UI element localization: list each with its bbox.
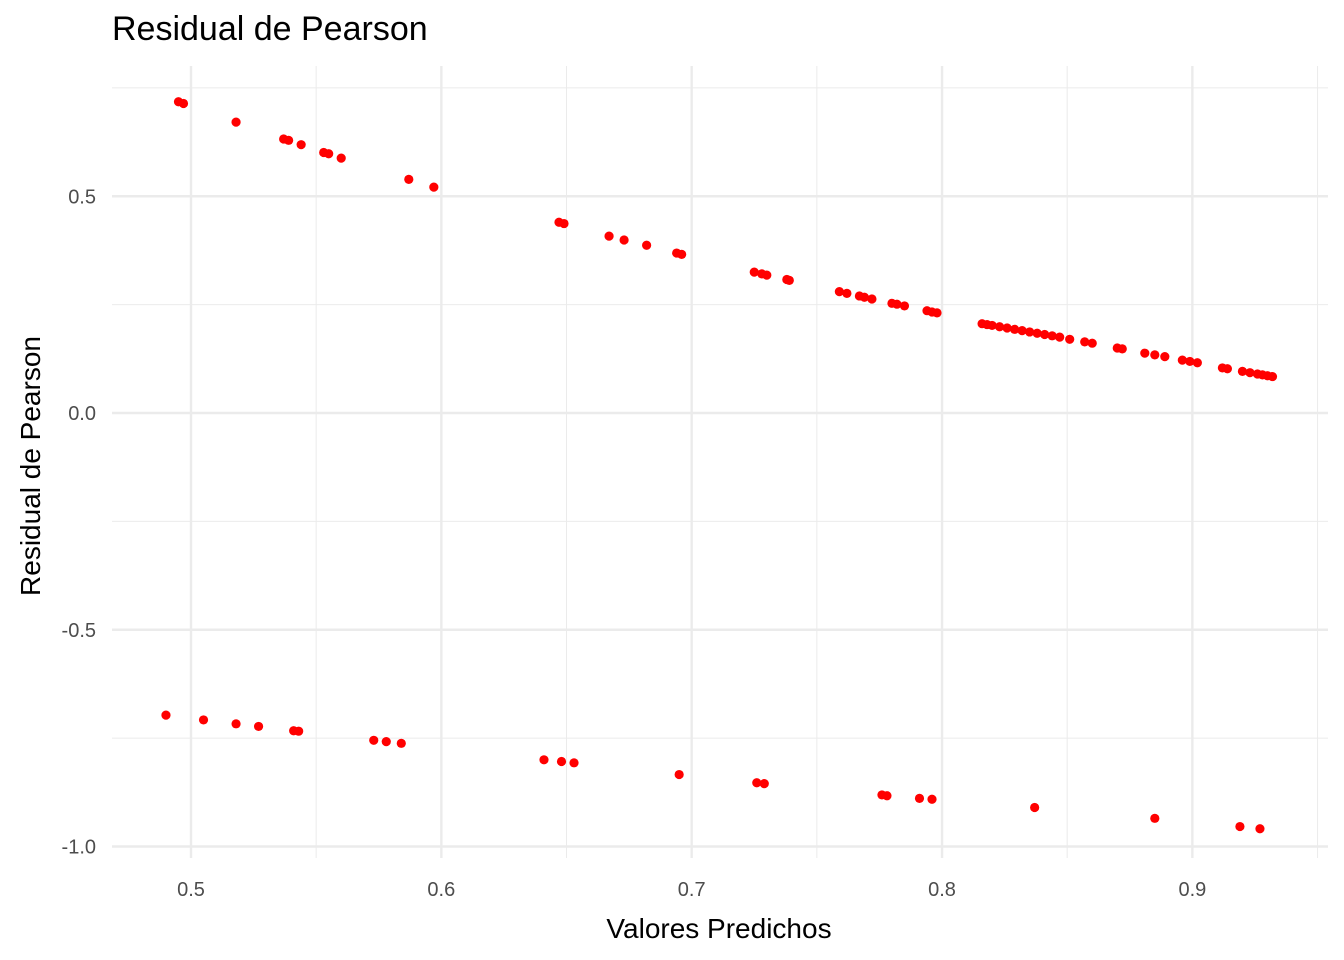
data-point — [834, 287, 844, 297]
data-point — [1192, 358, 1202, 368]
data-point — [994, 322, 1005, 332]
chart-title: Residual de Pearson — [112, 10, 428, 48]
data-point — [927, 794, 937, 804]
x-tick-label: 0.8 — [928, 879, 956, 901]
data-point — [1055, 332, 1065, 342]
data-point — [867, 294, 877, 304]
data-point — [642, 240, 652, 250]
data-point — [784, 275, 794, 285]
data-point — [1245, 368, 1255, 378]
data-point — [1235, 821, 1245, 832]
data-point — [178, 98, 189, 109]
data-point — [1237, 366, 1248, 376]
data-point — [1080, 337, 1090, 347]
data-point — [369, 735, 379, 745]
y-tick-label: 0.0 — [68, 403, 96, 425]
data-point — [296, 140, 306, 150]
data-point — [1017, 326, 1027, 336]
x-tick-label: 0.5 — [177, 879, 205, 901]
data-point — [899, 301, 910, 311]
data-point — [677, 249, 687, 259]
x-tick-label: 0.7 — [678, 879, 706, 901]
data-point — [336, 153, 346, 163]
data-point — [604, 231, 614, 241]
data-point — [1002, 323, 1012, 333]
data-point — [429, 182, 439, 192]
major-gridlines — [112, 66, 1328, 858]
data-point — [1032, 328, 1042, 338]
data-point — [932, 308, 942, 318]
data-point — [914, 793, 925, 803]
data-point — [1025, 327, 1035, 337]
data-point — [987, 320, 997, 331]
data-points — [161, 97, 1278, 834]
y-tick-label: -0.5 — [62, 620, 96, 642]
data-point — [1087, 338, 1097, 348]
data-point — [539, 755, 549, 765]
data-point — [569, 758, 579, 768]
data-point — [1065, 334, 1075, 344]
data-point — [324, 149, 334, 159]
data-point — [752, 778, 762, 788]
data-point — [842, 288, 852, 298]
data-point — [161, 710, 171, 720]
y-axis-label: Residual de Pearson — [15, 336, 46, 596]
data-point — [859, 292, 870, 302]
data-point — [404, 174, 414, 184]
data-point — [1185, 356, 1195, 367]
y-tick-labels: -1.0 -0.5 0.0 0.5 — [62, 186, 96, 858]
data-point — [231, 719, 241, 729]
data-point — [1150, 350, 1160, 360]
data-point — [1222, 364, 1233, 374]
data-point — [1010, 324, 1020, 334]
data-point — [1177, 355, 1187, 365]
data-point — [619, 235, 629, 245]
data-point — [253, 721, 264, 732]
x-tick-labels: 0.5 0.6 0.7 0.8 0.9 — [177, 879, 1206, 901]
data-point — [559, 218, 569, 229]
data-point — [396, 738, 406, 748]
data-point — [284, 135, 294, 145]
data-point — [882, 791, 892, 801]
data-point — [1030, 802, 1040, 813]
x-tick-label: 0.9 — [1178, 879, 1206, 901]
data-point — [1047, 331, 1057, 341]
data-point — [892, 299, 902, 309]
minor-gridlines — [112, 66, 1328, 858]
data-point — [198, 715, 209, 725]
data-point — [674, 769, 684, 780]
data-point — [294, 726, 304, 736]
data-point — [1040, 329, 1050, 340]
data-point — [1150, 813, 1160, 823]
data-point — [759, 779, 769, 789]
data-point — [381, 736, 391, 747]
x-axis-label: Valores Predichos — [606, 913, 831, 944]
data-point — [231, 117, 241, 127]
data-point — [556, 756, 567, 767]
x-tick-label: 0.6 — [427, 879, 455, 901]
data-point — [1140, 348, 1150, 358]
data-point — [762, 270, 772, 280]
data-point — [1160, 352, 1170, 362]
y-tick-label: -1.0 — [62, 837, 96, 859]
data-point — [749, 267, 759, 277]
y-tick-label: 0.5 — [68, 186, 96, 208]
data-point — [1267, 371, 1278, 382]
data-point — [1117, 344, 1127, 354]
data-point — [1255, 824, 1265, 834]
